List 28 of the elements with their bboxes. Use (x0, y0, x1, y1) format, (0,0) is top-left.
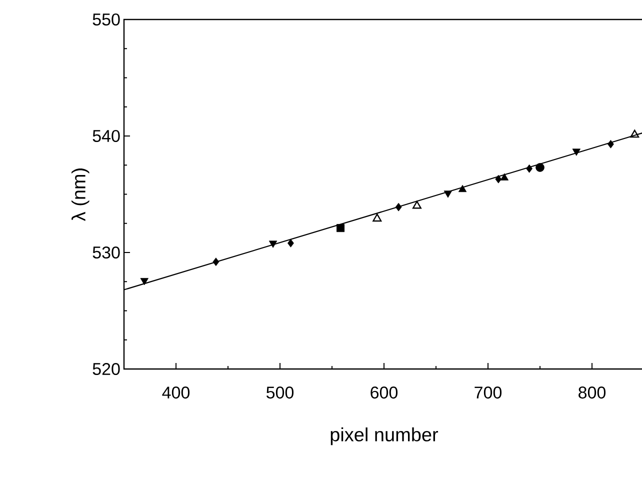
point (412, 200, 422, 209)
point (444, 190, 452, 198)
point (526, 164, 532, 173)
x-tick-label: 500 (266, 386, 294, 399)
point (268, 240, 278, 248)
point (536, 163, 544, 172)
point (140, 278, 148, 286)
x-tick-label: 600 (370, 386, 398, 399)
y-tick-label: 550 (92, 13, 120, 26)
point (336, 224, 345, 232)
y-axis-title: λ (nm) (72, 168, 90, 222)
x-tick-label: 400 (162, 386, 190, 399)
point (608, 140, 614, 148)
point (288, 238, 294, 248)
y-tick-label: 540 (92, 130, 120, 142)
point (630, 130, 640, 138)
point (500, 173, 509, 180)
point (395, 202, 402, 212)
point (372, 214, 382, 222)
point (495, 174, 502, 184)
y-tick-label: 530 (92, 246, 120, 259)
point (212, 258, 220, 266)
y-tick-label: 520 (92, 362, 120, 376)
x-tick-label: 800 (578, 386, 606, 399)
point (458, 184, 467, 192)
x-axis-title: pixel number (330, 427, 438, 446)
point (572, 148, 580, 156)
x-tick-label: 700 (474, 386, 502, 399)
